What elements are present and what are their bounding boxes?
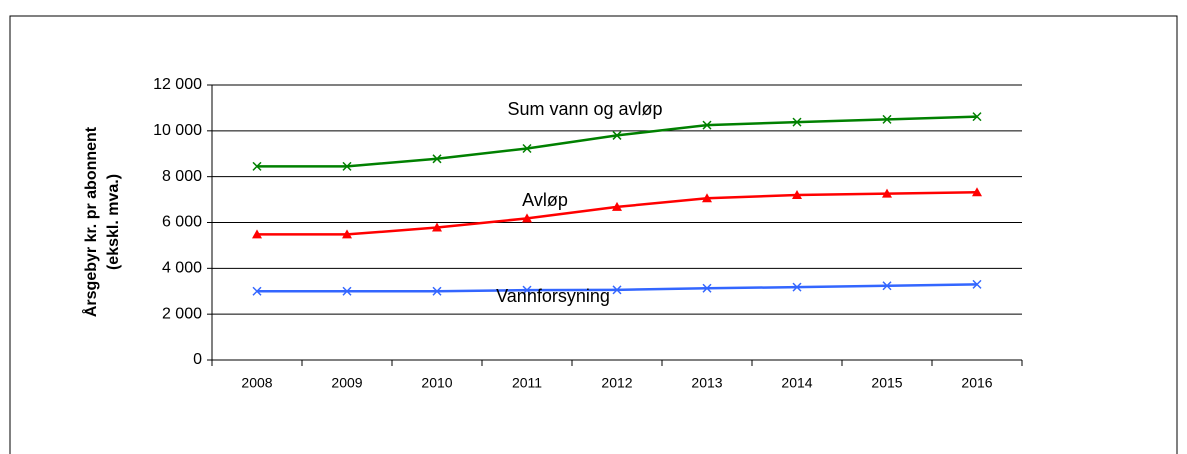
series-label: Vannforsyning — [496, 286, 610, 306]
marker — [882, 114, 892, 124]
series-line — [257, 191, 978, 236]
marker — [342, 286, 352, 296]
series-label: Avløp — [522, 190, 568, 210]
marker — [342, 161, 352, 171]
x-tick-label: 2012 — [601, 375, 632, 391]
marker — [702, 120, 712, 130]
y-axis-title: Årsgebyr kr. pr abonnent (ekskl. mva.) — [81, 126, 122, 317]
marker — [972, 112, 982, 122]
marker — [252, 286, 262, 296]
marker — [522, 213, 532, 223]
x-tick-label: 2015 — [871, 375, 902, 391]
x-tick-label: 2013 — [691, 375, 722, 391]
marker — [522, 143, 532, 154]
marker — [432, 154, 442, 164]
y-tick-label: 8 000 — [162, 168, 202, 185]
marker — [792, 282, 802, 292]
marker — [972, 187, 982, 197]
x-tick-label: 2016 — [961, 375, 992, 391]
x-tick-label: 2009 — [331, 375, 362, 391]
marker — [342, 229, 352, 239]
y-axis-title-line: (ekskl. mva.) — [105, 174, 122, 270]
marker — [882, 281, 892, 291]
marker — [432, 286, 442, 296]
marker — [792, 117, 802, 127]
marker — [432, 222, 442, 232]
marker — [972, 279, 982, 289]
y-tick-label: 2 000 — [162, 305, 202, 322]
marker — [882, 188, 892, 198]
y-axis-title-line: Årsgebyr kr. pr abonnent — [81, 126, 100, 317]
series-label: Sum vann og avløp — [507, 99, 662, 119]
marker — [252, 229, 262, 239]
y-tick-label: 4 000 — [162, 260, 202, 277]
y-tick-label: 6 000 — [162, 214, 202, 231]
marker — [612, 285, 622, 295]
marker — [612, 201, 622, 211]
y-tick-label: 0 — [193, 351, 202, 368]
marker — [792, 190, 802, 199]
marker — [252, 161, 262, 171]
marker — [522, 285, 532, 295]
marker — [612, 130, 622, 140]
x-tick-label: 2014 — [781, 375, 812, 391]
y-tick-label: 10 000 — [153, 122, 202, 139]
frame — [9, 15, 1178, 454]
marker — [702, 193, 712, 203]
x-tick-label: 2008 — [241, 375, 272, 391]
marker — [702, 283, 712, 293]
y-tick-label: 12 000 — [153, 76, 202, 93]
series-line — [257, 115, 978, 168]
x-tick-label: 2010 — [421, 375, 452, 391]
x-tick-label: 2011 — [512, 375, 542, 391]
